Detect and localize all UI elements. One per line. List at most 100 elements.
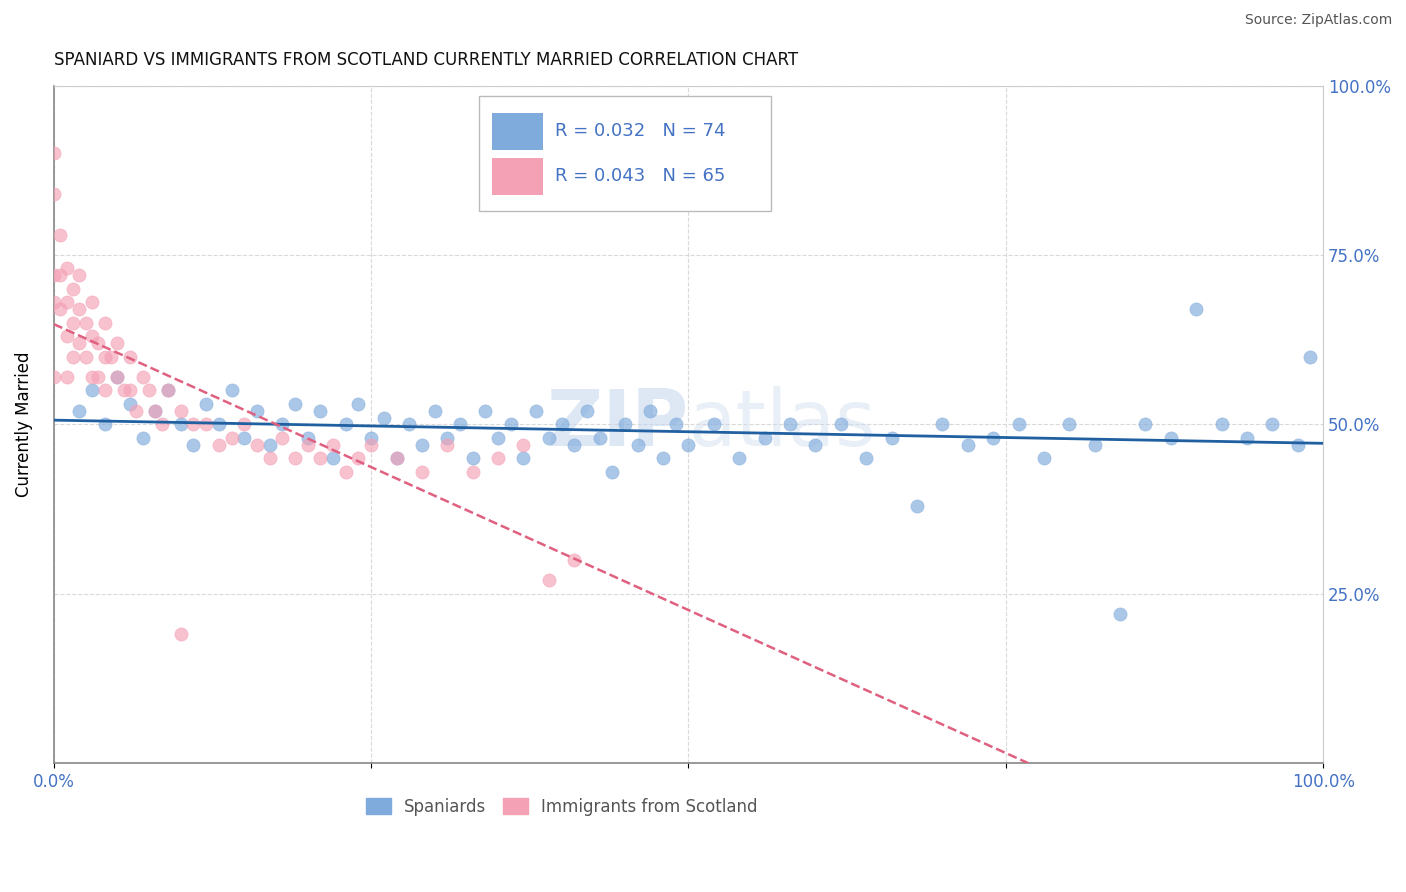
Point [322, 437, 344, 451]
Point [550, 417, 572, 432]
Point [67, 336, 90, 351]
Point [221, 431, 243, 445]
Point [411, 437, 433, 451]
Point [138, 384, 160, 398]
Point [208, 417, 231, 432]
Point [233, 431, 256, 445]
Point [512, 437, 534, 451]
Point [335, 417, 357, 432]
Point [105, 336, 128, 351]
Point [486, 451, 509, 466]
Point [271, 431, 294, 445]
FancyBboxPatch shape [479, 95, 770, 211]
Point [105, 370, 128, 384]
Point [449, 417, 471, 432]
Point [1160, 431, 1182, 445]
Point [411, 465, 433, 479]
Legend: Spaniards, Immigrants from Scotland: Spaniards, Immigrants from Scotland [359, 791, 765, 822]
Point [157, 384, 180, 398]
Text: R = 0.043   N = 65: R = 0.043 N = 65 [555, 168, 725, 186]
Point [512, 451, 534, 466]
Point [55, 295, 77, 310]
Point [55, 370, 77, 384]
Point [118, 397, 141, 411]
Point [297, 431, 319, 445]
Point [728, 451, 751, 466]
Point [665, 417, 688, 432]
Point [981, 431, 1004, 445]
Bar [492, 112, 543, 150]
Point [42, 268, 65, 283]
Point [284, 397, 307, 411]
Point [347, 451, 370, 466]
Point [322, 451, 344, 466]
Point [150, 417, 173, 432]
Point [49, 268, 72, 283]
Point [486, 431, 509, 445]
Point [1032, 451, 1054, 466]
Point [385, 451, 408, 466]
Point [80, 384, 103, 398]
Point [131, 370, 153, 384]
Point [80, 295, 103, 310]
Point [1185, 302, 1208, 317]
Point [62, 316, 84, 330]
Point [49, 227, 72, 242]
Point [373, 410, 395, 425]
Point [524, 404, 547, 418]
Point [537, 573, 560, 587]
Point [42, 186, 65, 201]
Point [385, 451, 408, 466]
Point [652, 451, 675, 466]
Point [75, 350, 97, 364]
Point [614, 417, 637, 432]
Point [1007, 417, 1029, 432]
Point [42, 295, 65, 310]
Point [183, 437, 205, 451]
Point [195, 417, 218, 432]
Point [55, 329, 77, 343]
Point [309, 451, 332, 466]
Point [259, 451, 281, 466]
Point [1286, 437, 1309, 451]
Point [562, 437, 585, 451]
Bar [492, 158, 543, 195]
Point [62, 350, 84, 364]
Point [157, 384, 180, 398]
Point [118, 350, 141, 364]
Point [67, 268, 90, 283]
Point [170, 627, 193, 641]
Point [297, 437, 319, 451]
Point [259, 437, 281, 451]
Point [93, 417, 115, 432]
Point [956, 437, 979, 451]
Point [42, 370, 65, 384]
Point [905, 499, 928, 513]
Point [398, 417, 420, 432]
Point [360, 431, 382, 445]
Text: atlas: atlas [689, 386, 876, 462]
Point [87, 336, 110, 351]
Point [347, 397, 370, 411]
Point [423, 404, 446, 418]
Point [627, 437, 650, 451]
Point [112, 384, 135, 398]
Point [537, 431, 560, 445]
Point [1211, 417, 1233, 432]
Point [1299, 350, 1322, 364]
Point [170, 417, 193, 432]
Point [602, 465, 624, 479]
Point [461, 451, 484, 466]
Point [461, 465, 484, 479]
Point [62, 282, 84, 296]
Point [80, 370, 103, 384]
Point [562, 553, 585, 567]
Point [284, 451, 307, 466]
Point [309, 404, 332, 418]
Point [183, 417, 205, 432]
Text: ZIP: ZIP [547, 386, 689, 462]
Point [125, 404, 148, 418]
Text: SPANIARD VS IMMIGRANTS FROM SCOTLAND CURRENTLY MARRIED CORRELATION CHART: SPANIARD VS IMMIGRANTS FROM SCOTLAND CUR… [53, 51, 799, 69]
Point [830, 417, 852, 432]
Point [170, 404, 193, 418]
